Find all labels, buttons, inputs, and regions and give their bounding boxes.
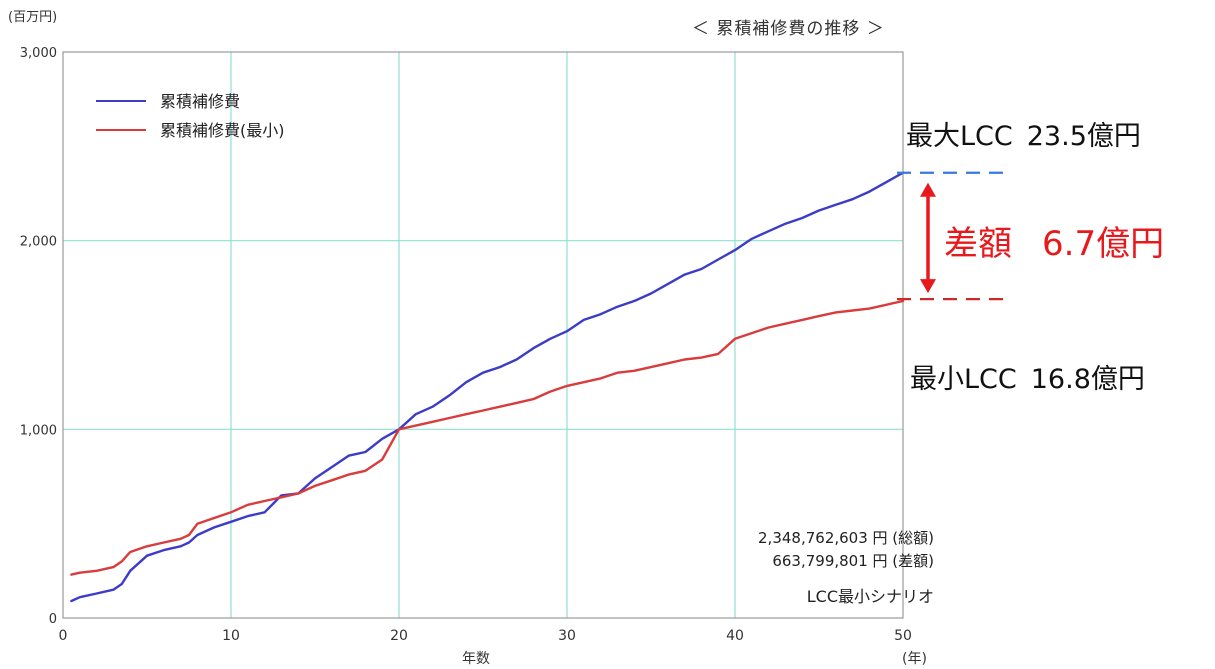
y-axis-unit: (百万円) bbox=[8, 10, 58, 25]
difference-amount-note: 663,799,801 円 (差額) bbox=[772, 552, 934, 570]
x-tick-label: 30 bbox=[558, 628, 576, 644]
total-amount-note: 2,348,762,603 円 (総額) bbox=[758, 529, 934, 547]
max-lcc-value: 23.5億円 bbox=[1026, 121, 1141, 152]
legend-label: 累積補修費(最小) bbox=[160, 121, 285, 140]
series-line-cumulative-min bbox=[70, 299, 905, 576]
scenario-note: LCC最小シナリオ bbox=[806, 587, 934, 606]
min-lcc-value: 16.8億円 bbox=[1030, 364, 1145, 395]
min-lcc-label: 最小LCC bbox=[910, 364, 1017, 395]
y-tick-label: 1,000 bbox=[20, 423, 57, 438]
diff-label: 差額 bbox=[944, 224, 1012, 264]
diff-arrow-head-down bbox=[920, 279, 936, 294]
x-axis-label: 年数 bbox=[462, 651, 490, 667]
x-axis-unit: (年) bbox=[902, 651, 927, 667]
y-tick-label: 0 bbox=[49, 612, 57, 627]
x-tick-label: 10 bbox=[222, 628, 240, 644]
diff-arrow-head-up bbox=[920, 182, 936, 197]
annotation-marks bbox=[897, 171, 1012, 301]
series-line-cumulative bbox=[70, 171, 905, 603]
max-lcc-label: 最大LCC bbox=[906, 121, 1013, 152]
x-tick-label: 50 bbox=[894, 628, 912, 644]
legend-label: 累積補修費 bbox=[160, 92, 240, 111]
series-lines bbox=[70, 171, 905, 603]
x-tick-label: 20 bbox=[390, 628, 408, 644]
y-tick-label: 3,000 bbox=[20, 46, 57, 61]
min-lcc-annotation: 最小LCC 16.8億円 bbox=[910, 357, 1145, 396]
diff-annotation: 差額 6.7億円 bbox=[944, 216, 1164, 265]
axes bbox=[62, 51, 904, 619]
x-tick-label: 40 bbox=[726, 628, 744, 644]
x-tick-label: 0 bbox=[59, 628, 68, 644]
grid bbox=[63, 52, 903, 618]
plot-frame bbox=[62, 51, 904, 619]
diff-value: 6.7億円 bbox=[1042, 224, 1165, 264]
tick-labels: 0 10 20 30 40 50 0 1,000 2,000 3,000 bbox=[20, 46, 912, 644]
max-lcc-annotation: 最大LCC 23.5億円 bbox=[906, 114, 1141, 153]
chart-title: ＜ 累積補修費の推移 ＞ bbox=[692, 19, 885, 39]
y-tick-label: 2,000 bbox=[20, 235, 57, 250]
